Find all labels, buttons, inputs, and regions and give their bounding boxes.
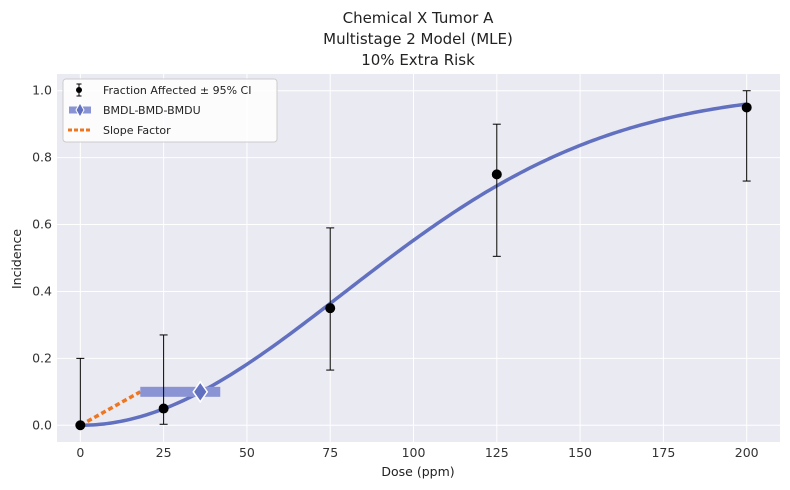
observed-point [325, 303, 336, 314]
observed-points [75, 102, 752, 431]
x-tick-label: 125 [485, 445, 509, 460]
legend-label-bmd: BMDL-BMD-BMDU [103, 104, 201, 117]
legend-marker-observed [76, 83, 82, 97]
legend-box [62, 78, 278, 143]
chart-title-line-3: 10% Extra Risk [361, 51, 475, 69]
x-tick-label: 200 [735, 445, 759, 460]
y-tick-label: 0.6 [32, 217, 52, 232]
y-tick-label: 1.0 [32, 83, 52, 98]
slope-factor-segment [79, 390, 142, 427]
y-axis-label: Incidence [9, 229, 24, 289]
legend-marker-bmd [69, 101, 91, 119]
x-tick-label: 0 [76, 445, 84, 460]
bmd-range [140, 380, 221, 404]
slope-factor-line [79, 390, 142, 427]
x-tick-label: 150 [568, 445, 592, 460]
observed-point [158, 403, 169, 414]
legend: Fraction Affected ± 95% CI BMDL-BMD-BMDU… [62, 78, 278, 143]
bmd-diamond [192, 380, 209, 404]
legend-label-slope: Slope Factor [103, 124, 171, 137]
x-tick-label: 25 [156, 445, 172, 460]
observed-point [741, 102, 752, 113]
observed-point [491, 169, 502, 180]
y-tick-label: 0.2 [32, 350, 52, 365]
x-tick-label: 50 [239, 445, 255, 460]
chart-title-line-1: Chemical X Tumor A [343, 9, 495, 27]
x-tick-label: 100 [402, 445, 426, 460]
y-tick-label: 0.8 [32, 150, 52, 165]
x-axis-label: Dose (ppm) [381, 464, 454, 479]
observed-point [75, 420, 86, 431]
y-tick-label: 0.4 [32, 283, 52, 298]
chart-title-line-2: Multistage 2 Model (MLE) [323, 30, 513, 48]
tick-labels: 0 25 50 75 100 125 150 175 200 0.0 0.2 0.4 0.6 0.8 1.0 [32, 83, 759, 460]
legend-label-observed: Fraction Affected ± 95% CI [103, 84, 251, 97]
x-tick-label: 75 [322, 445, 338, 460]
x-tick-label: 175 [651, 445, 675, 460]
y-tick-label: 0.0 [32, 417, 52, 432]
bmdl-bmdu-bar [140, 386, 221, 397]
